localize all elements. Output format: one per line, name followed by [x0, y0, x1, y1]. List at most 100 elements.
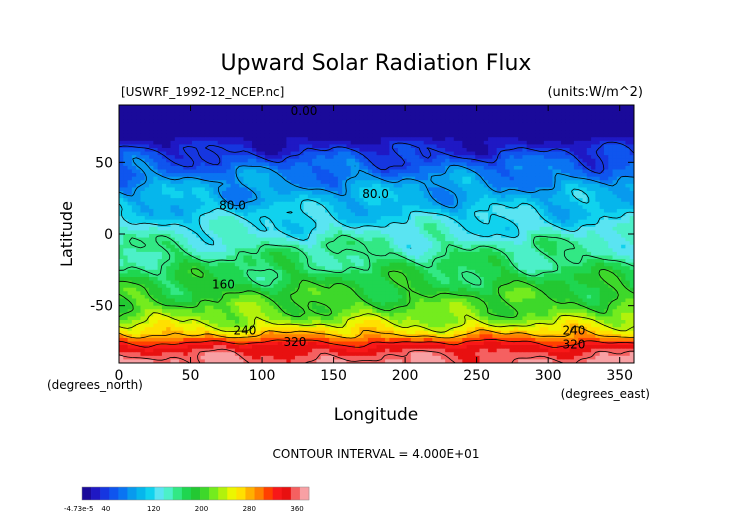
field-cell	[286, 137, 292, 142]
field-cell	[479, 212, 485, 217]
field-cell	[406, 119, 412, 124]
field-cell	[222, 151, 227, 156]
field-cell	[196, 133, 202, 138]
field-cell	[329, 155, 335, 160]
field-cell	[200, 234, 206, 239]
field-cell	[329, 105, 335, 110]
field-cell	[286, 191, 292, 196]
field-cell	[286, 119, 292, 124]
field-cell	[307, 108, 313, 113]
field-cell	[586, 237, 592, 242]
field-cell	[307, 158, 313, 163]
field-cell	[355, 122, 360, 128]
field-cell	[475, 130, 481, 135]
field-cell	[325, 191, 330, 196]
field-cell	[488, 216, 493, 221]
field-cell	[385, 144, 390, 149]
field-cell	[350, 137, 356, 142]
field-cell	[423, 212, 429, 217]
field-cell	[359, 212, 365, 217]
field-cell	[436, 144, 442, 149]
field-cell	[513, 144, 519, 149]
field-cell	[174, 158, 180, 163]
field-cell	[316, 230, 322, 235]
field-cell	[548, 216, 554, 221]
field-cell	[170, 219, 176, 224]
field-cell	[350, 194, 356, 199]
field-cell	[196, 173, 202, 178]
field-cell	[621, 133, 627, 138]
field-cell	[561, 244, 566, 249]
field-cell	[449, 108, 455, 113]
field-cell	[599, 212, 605, 217]
field-cell	[462, 234, 468, 239]
field-cell	[492, 148, 498, 153]
field-cell	[252, 194, 257, 199]
field-cell	[161, 230, 167, 235]
field-cell	[213, 191, 219, 196]
field-cell	[282, 105, 287, 110]
field-cell	[522, 133, 528, 138]
field-cell	[174, 148, 180, 153]
field-cell	[548, 237, 554, 242]
field-cell	[591, 137, 596, 142]
field-cell	[470, 223, 476, 228]
field-cell	[127, 248, 133, 253]
field-cell	[299, 234, 305, 239]
field-cell	[612, 234, 618, 239]
field-cell	[239, 194, 245, 199]
field-cell	[131, 140, 137, 146]
field-cell	[531, 234, 536, 239]
field-cell	[294, 162, 300, 167]
field-cell	[415, 230, 421, 235]
field-cell	[402, 237, 408, 242]
field-cell	[183, 205, 189, 210]
field-cell	[522, 137, 528, 142]
field-cell	[187, 208, 193, 214]
field-cell	[505, 115, 511, 120]
field-cell	[213, 234, 219, 239]
field-cell	[578, 155, 584, 160]
field-cell	[325, 105, 330, 110]
field-cell	[479, 180, 485, 185]
field-cell	[616, 237, 622, 242]
field-cell	[290, 194, 296, 199]
field-cell	[256, 112, 262, 117]
field-cell	[183, 234, 189, 239]
field-cell	[582, 155, 588, 160]
field-cell	[586, 244, 592, 249]
field-cell	[462, 180, 468, 185]
field-cell	[440, 183, 446, 189]
field-cell	[432, 115, 438, 120]
field-cell	[453, 180, 459, 185]
field-cell	[488, 198, 493, 203]
field-cell	[312, 144, 318, 149]
field-cell	[256, 140, 262, 146]
field-cell	[127, 230, 133, 235]
field-cell	[410, 137, 416, 142]
field-cell	[273, 122, 279, 128]
field-cell	[320, 216, 326, 221]
field-cell	[200, 140, 206, 146]
field-cell	[333, 155, 339, 160]
field-cell	[436, 158, 442, 163]
field-cell	[149, 187, 154, 192]
field-cell	[149, 119, 154, 124]
field-cell	[595, 234, 601, 239]
field-cell	[161, 194, 167, 199]
field-cell	[217, 176, 223, 181]
field-cell	[243, 151, 249, 156]
field-cell	[179, 219, 184, 224]
field-cell	[595, 212, 601, 217]
field-cell	[483, 105, 489, 110]
field-cell	[500, 165, 506, 171]
field-cell	[157, 126, 163, 131]
field-cell	[526, 226, 532, 232]
field-cell	[492, 173, 498, 178]
field-cell	[299, 165, 305, 171]
field-cell	[561, 162, 566, 167]
field-cell	[264, 105, 270, 110]
field-cell	[183, 169, 189, 174]
field-cell	[325, 130, 330, 135]
field-cell	[277, 191, 283, 196]
